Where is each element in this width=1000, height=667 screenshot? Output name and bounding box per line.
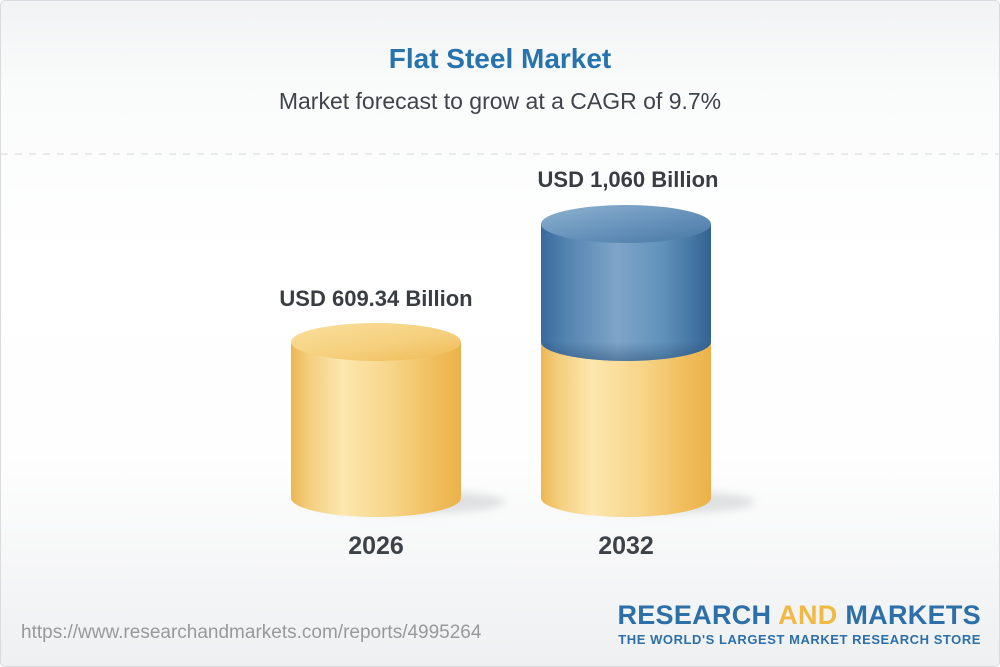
cylinder-2026	[291, 323, 461, 517]
page-subtitle: Market forecast to grow at a CAGR of 9.7…	[278, 88, 722, 114]
page-title: Flat Steel Market	[388, 43, 612, 74]
logo-wordmark: RESEARCH AND MARKETS	[617, 602, 981, 629]
research-and-markets-logo: RESEARCH AND MARKETS THE WORLD'S LARGEST…	[617, 602, 981, 647]
logo-word-markets: MARKETS	[845, 600, 981, 630]
source-url: https://www.researchandmarkets.com/repor…	[21, 622, 482, 643]
value-label-2026: USD 609.34 Billion	[279, 286, 473, 311]
year-label-2032: 2032	[598, 532, 654, 560]
logo-tagline: THE WORLD'S LARGEST MARKET RESEARCH STOR…	[618, 632, 981, 647]
logo-word-research: RESEARCH	[617, 600, 772, 630]
logo-word-and: AND	[778, 600, 838, 630]
year-label-2026: 2026	[348, 532, 404, 560]
value-label-2032: USD 1,060 Billion	[537, 167, 719, 192]
cylinder-2032	[541, 205, 711, 517]
